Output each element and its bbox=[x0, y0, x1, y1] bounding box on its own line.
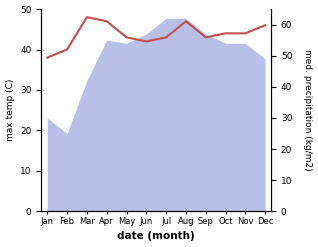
Y-axis label: med. precipitation (kg/m2): med. precipitation (kg/m2) bbox=[303, 49, 313, 171]
Y-axis label: max temp (C): max temp (C) bbox=[5, 79, 15, 141]
X-axis label: date (month): date (month) bbox=[117, 231, 195, 242]
